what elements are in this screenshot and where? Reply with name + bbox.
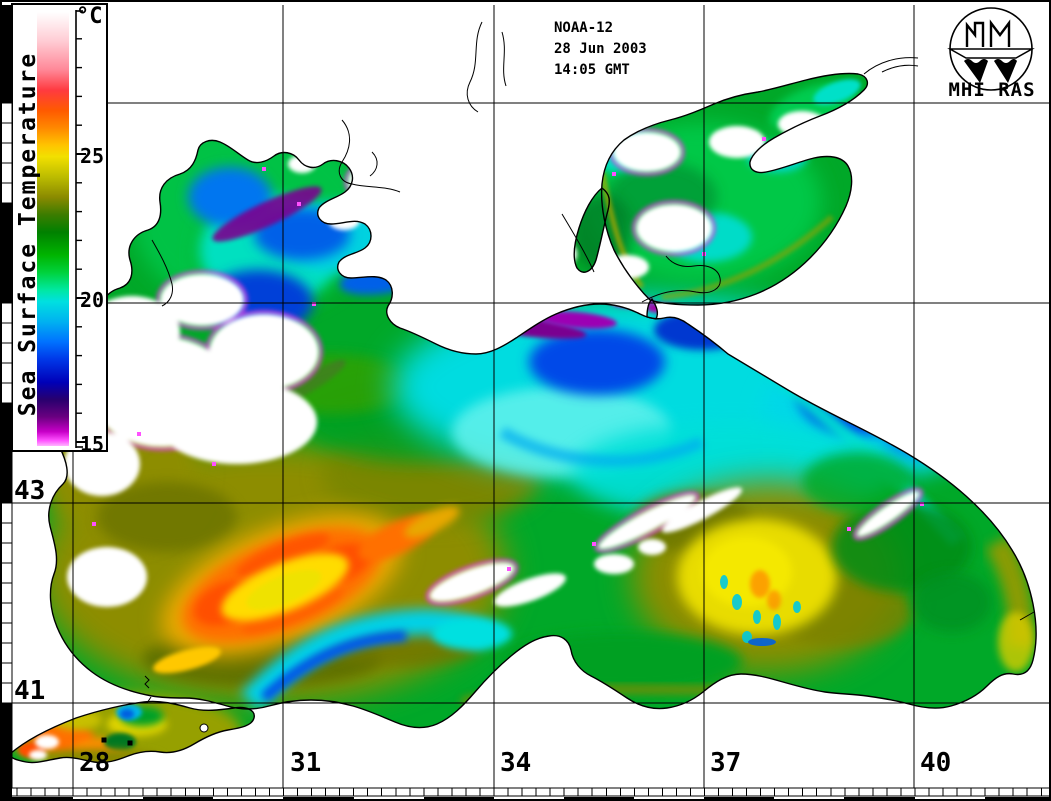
- lon-label-31: 31: [290, 748, 322, 778]
- lat-label-41: 41: [14, 676, 46, 706]
- colorbar-tick-15: 15: [80, 432, 105, 456]
- scene-date: 28 Jun 2003: [554, 41, 647, 57]
- neatline-bottom: [2, 787, 1049, 799]
- colorbar-tick-20: 20: [80, 288, 105, 312]
- lon-label-40: 40: [920, 748, 952, 778]
- lon-label-37: 37: [710, 748, 742, 778]
- neatline-left: [2, 5, 13, 788]
- logo-label: MHI RAS: [948, 79, 1036, 101]
- coastline: [9, 72, 1037, 764]
- satellite-name: NOAA-12: [554, 20, 614, 36]
- rivers-and-land-contours: [53, 21, 1035, 746]
- colorbar-panel: [11, 3, 108, 452]
- lon-label-28: 28: [79, 748, 111, 778]
- colorbar-ticks: [75, 10, 86, 448]
- colorbar-gradient: [37, 12, 69, 446]
- scene-annotation: NOAA-12 28 Jun 2003 14:05 GMT: [554, 18, 647, 81]
- colorbar-unit: °C: [76, 4, 103, 29]
- scene-time: 14:05 GMT: [554, 62, 630, 78]
- mhi-ras-logo-icon: [947, 7, 1035, 91]
- cold-speckles-east: [720, 575, 801, 646]
- colorbar-tick-25: 25: [80, 144, 105, 168]
- lat-label-43: 43: [14, 476, 46, 506]
- colorbar-title: Sea Surface Temperature: [15, 51, 41, 417]
- lon-label-34: 34: [500, 748, 532, 778]
